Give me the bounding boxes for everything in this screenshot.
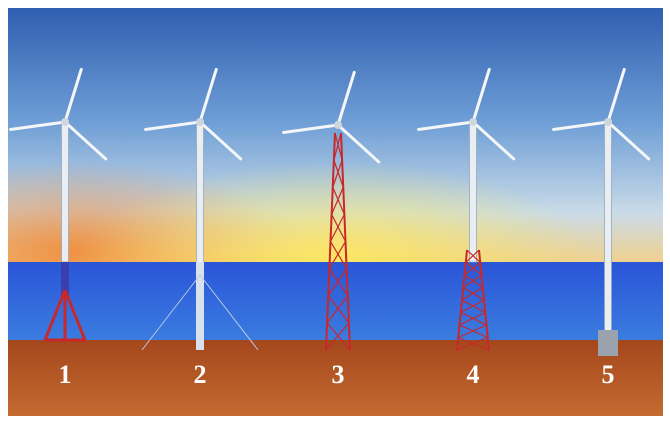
blade [606,120,651,161]
lattice-brace [465,249,480,263]
blade [336,123,381,164]
lattice-brace [461,286,484,301]
lattice-brace [331,214,347,242]
lattice-brace [332,159,343,188]
lattice-brace [333,159,344,188]
hub [469,118,477,126]
hub [196,118,204,126]
lattice-brace [462,274,482,288]
lattice-brace [326,322,351,351]
tower [469,121,477,263]
lattice-brace [462,286,485,301]
turbine-number: 2 [194,360,207,389]
blade [9,120,67,131]
blade [282,123,340,134]
hub [604,118,612,126]
lattice-brace [332,187,345,215]
turbine-number: 5 [602,360,615,389]
tower [61,121,69,263]
seabed [8,340,663,416]
blade [606,67,626,124]
lattice-brace [327,295,350,324]
lattice-brace [329,214,345,242]
lattice-brace [325,322,350,351]
blade [144,120,202,131]
hub [61,118,69,126]
lattice-brace [460,299,485,314]
tripod [43,289,87,342]
lattice-brace [326,295,349,324]
lattice-brace [333,132,342,161]
lattice-brace [331,187,344,215]
monopile [196,262,204,350]
lattice-brace [458,324,487,339]
lattice-brace [328,268,349,297]
blade [63,67,83,124]
lattice-brace [334,132,343,161]
blade [417,120,475,131]
lattice-brace [328,241,347,269]
lattice-brace [465,262,482,276]
transition-piece [61,262,69,297]
gravity-base [598,330,618,356]
lattice-brace [329,241,348,269]
blade [198,67,218,124]
lattice-brace [466,249,481,263]
blade [198,120,243,161]
lattice-brace [464,262,481,276]
turbine-number: 1 [59,360,72,389]
lattice-brace [327,268,348,297]
lattice-brace [459,311,486,326]
guy-lines [141,274,259,351]
blade [471,67,491,124]
sea [8,262,663,342]
turbine-number: 4 [467,360,480,389]
turbine-number: 3 [332,360,345,389]
blade [471,120,516,161]
blade [336,70,356,127]
blade [552,120,610,131]
lattice-brace [456,336,488,351]
lattice-brace [464,274,484,288]
tower [604,121,612,349]
turbines: 1 2 3 4 5 [9,67,651,389]
blade [63,120,108,161]
hub [334,121,342,129]
